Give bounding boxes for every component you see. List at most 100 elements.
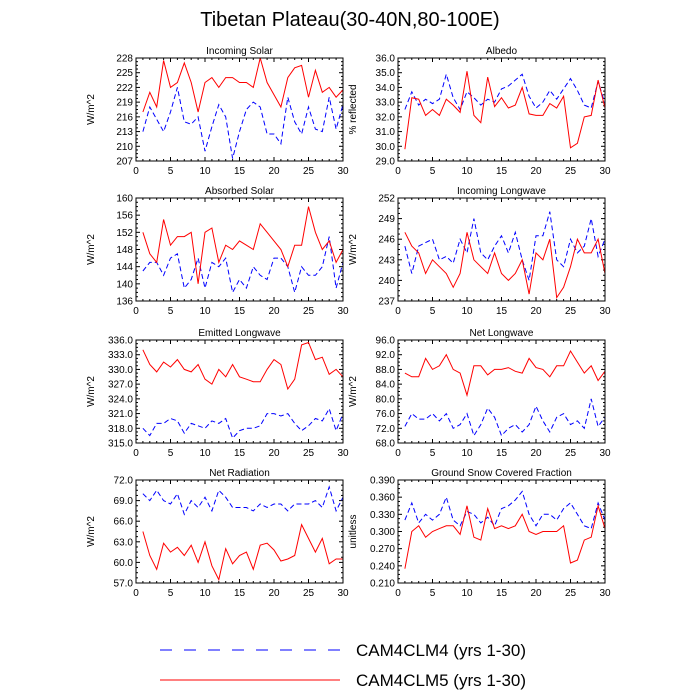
x-tick-label: 25 (303, 448, 315, 459)
y-tick-label: 246 (378, 235, 395, 246)
plot-frame (135, 197, 344, 302)
y-tick-label: 225 (116, 68, 133, 79)
series-line-clm5 (404, 503, 605, 569)
y-axis-label: % reflected (348, 84, 359, 134)
x-tick-label: 0 (395, 448, 401, 459)
panel-title: Net Radiation (209, 468, 270, 479)
series-line-clm4 (142, 407, 343, 440)
x-tick-label: 15 (234, 448, 246, 459)
x-tick-label: 20 (530, 448, 542, 459)
panel-title: Emitted Longwave (198, 328, 281, 339)
series-line-clm5 (404, 232, 605, 300)
x-tick-label: 0 (133, 448, 139, 459)
x-tick-label: 0 (395, 306, 401, 317)
series-line-clm4 (404, 72, 605, 111)
series-line-clm4 (142, 87, 343, 159)
x-tick-label: 25 (303, 588, 315, 599)
x-tick-label: 25 (565, 588, 577, 599)
y-tick-label: 156 (116, 211, 133, 222)
y-tick-label: 66.0 (114, 517, 134, 528)
x-tick-label: 20 (530, 166, 542, 177)
x-tick-label: 0 (133, 588, 139, 599)
y-axis-label: W/m^2 (86, 376, 97, 407)
x-tick-label: 25 (565, 448, 577, 459)
x-tick-label: 5 (430, 306, 436, 317)
y-tick-label: 315.0 (108, 439, 133, 450)
x-tick-label: 15 (234, 306, 246, 317)
series-line-clm4 (404, 490, 605, 530)
panel-title: Net Longwave (470, 328, 534, 339)
plot-frame (397, 339, 606, 444)
x-tick-label: 0 (133, 166, 139, 177)
x-tick-label: 30 (337, 306, 349, 317)
panel-title: Incoming Longwave (457, 186, 546, 197)
panel-absorbed-solar: Absorbed Solar W/m^2 136 140 144 148 152 156 160… (86, 186, 349, 317)
y-tick-label: 207 (116, 157, 133, 168)
x-tick-label: 30 (599, 448, 611, 459)
x-tick-label: 5 (430, 588, 436, 599)
y-tick-label: 57.0 (114, 579, 134, 590)
y-tick-label: 36.0 (376, 54, 396, 65)
y-tick-label: 72.0 (376, 424, 396, 435)
x-tick-label: 20 (530, 306, 542, 317)
x-tick-label: 30 (599, 588, 611, 599)
legend-label-clm5: CAM4CLM5 (yrs 1-30) (356, 671, 526, 690)
panel-net-radiation: Net Radiation W/m^2 57.0 60.0 63.0 66.0 69.0 72… (86, 468, 349, 599)
x-tick-label: 15 (234, 588, 246, 599)
y-tick-label: 237 (378, 297, 395, 308)
x-tick-label: 10 (461, 588, 473, 599)
y-tick-label: 88.0 (376, 365, 396, 376)
x-tick-label: 20 (268, 306, 280, 317)
y-tick-label: 63.0 (114, 537, 134, 548)
x-tick-label: 20 (530, 588, 542, 599)
panel-title: Incoming Solar (206, 46, 273, 57)
y-tick-label: 76.0 (376, 409, 396, 420)
y-tick-label: 240 (378, 276, 395, 287)
y-tick-label: 60.0 (114, 558, 134, 569)
y-tick-label: 333.0 (108, 350, 133, 361)
series-line-clm5 (142, 341, 343, 391)
y-axis-label: W/m^2 (348, 376, 359, 407)
x-tick-label: 10 (199, 588, 211, 599)
series-line-clm4 (142, 485, 343, 516)
panel-incoming-solar: Incoming Solar W/m^2 207 210 213 216 219 222 225… (86, 46, 349, 177)
x-tick-label: 25 (565, 306, 577, 317)
y-axis-label: W/m^2 (86, 234, 97, 265)
x-tick-label: 20 (268, 166, 280, 177)
y-tick-label: 324.0 (108, 394, 133, 405)
y-tick-label: 33.0 (376, 98, 396, 109)
y-tick-label: 160 (116, 194, 133, 205)
x-tick-label: 10 (199, 306, 211, 317)
y-tick-label: 96.0 (376, 336, 396, 347)
x-tick-label: 5 (430, 166, 436, 177)
y-tick-label: 0.300 (370, 527, 395, 538)
y-tick-label: 136 (116, 297, 133, 308)
series-line-clm5 (142, 523, 343, 582)
panels: Incoming Solar W/m^2 207 210 213 216 219 222 225… (86, 46, 611, 599)
y-tick-label: 84.0 (376, 380, 396, 391)
y-tick-label: 213 (116, 127, 133, 138)
y-tick-label: 29.0 (376, 157, 396, 168)
x-tick-label: 30 (337, 166, 349, 177)
x-tick-label: 25 (565, 166, 577, 177)
y-tick-label: 140 (116, 279, 133, 290)
panel-title: Albedo (486, 46, 518, 57)
y-tick-label: 228 (116, 54, 133, 65)
x-tick-label: 5 (430, 448, 436, 459)
y-tick-label: 144 (116, 262, 133, 273)
x-tick-label: 0 (133, 306, 139, 317)
panel-incoming-longwave: Incoming LongwaveW/m^2237240243246249252… (348, 186, 611, 317)
panel-title: Ground Snow Covered Fraction (431, 468, 572, 479)
series-line-clm4 (404, 211, 605, 281)
y-tick-label: 0.240 (370, 561, 395, 572)
x-tick-label: 10 (461, 448, 473, 459)
x-tick-label: 15 (496, 306, 508, 317)
plot-frame (135, 479, 344, 584)
y-tick-label: 222 (116, 83, 133, 94)
x-tick-label: 5 (168, 306, 174, 317)
x-tick-label: 30 (337, 588, 349, 599)
y-tick-label: 72.0 (114, 476, 134, 487)
y-tick-label: 0.210 (370, 579, 395, 590)
x-tick-label: 25 (303, 306, 315, 317)
